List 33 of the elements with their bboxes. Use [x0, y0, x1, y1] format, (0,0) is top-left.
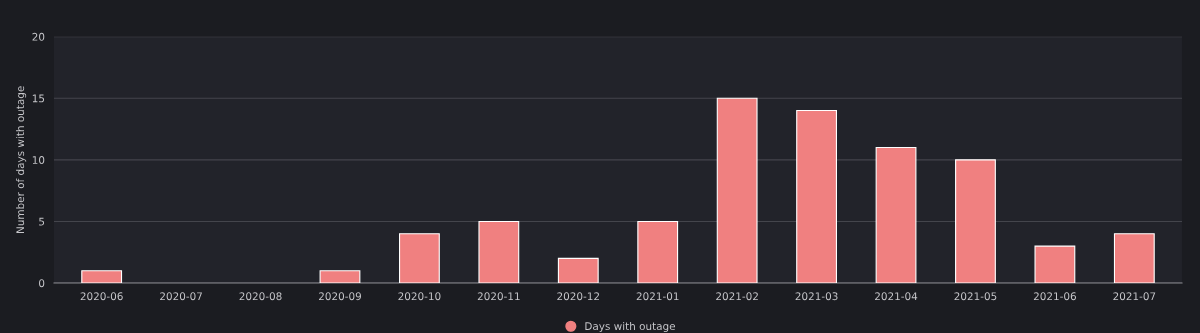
x-tick-label: 2020-11 — [477, 292, 520, 301]
x-tick-label: 2020-10 — [398, 292, 441, 301]
bar — [955, 159, 996, 284]
y-tick-label: 5 — [39, 217, 45, 226]
bar — [875, 146, 917, 284]
x-tick-label: 2021-02 — [716, 292, 758, 301]
bar — [557, 257, 599, 284]
y-tick-label: 0 — [39, 279, 45, 288]
y-tick-label: 20 — [32, 32, 45, 41]
x-tick-label: 2020-08 — [239, 292, 282, 301]
bar — [398, 233, 440, 284]
x-tick-label: 2020-09 — [318, 292, 361, 301]
bar — [1034, 245, 1076, 284]
bar — [716, 97, 758, 284]
x-tick-label: 2021-01 — [636, 292, 679, 301]
bar — [81, 270, 123, 284]
x-tick-label: 2021-06 — [1033, 292, 1077, 301]
x-tick-label: 2020-12 — [557, 292, 599, 301]
bar — [1113, 233, 1155, 284]
x-tick-label: 2021-03 — [795, 292, 838, 301]
x-tick-label: 2021-07 — [1113, 292, 1156, 301]
x-tick-label: 2020-07 — [160, 292, 202, 301]
y-axis-title: Number of days with outage — [16, 86, 27, 233]
bar — [319, 270, 361, 284]
legend-label: Days with outage — [585, 322, 676, 333]
x-tick-label: 2021-04 — [875, 292, 918, 301]
bar — [637, 220, 679, 284]
y-tick-label: 15 — [32, 94, 45, 103]
y-tick-label: 10 — [32, 156, 45, 164]
x-tick-label: 2020-06 — [80, 292, 123, 301]
x-tick-label: 2021-05 — [954, 292, 997, 301]
bar — [796, 110, 838, 284]
bar — [478, 220, 520, 284]
